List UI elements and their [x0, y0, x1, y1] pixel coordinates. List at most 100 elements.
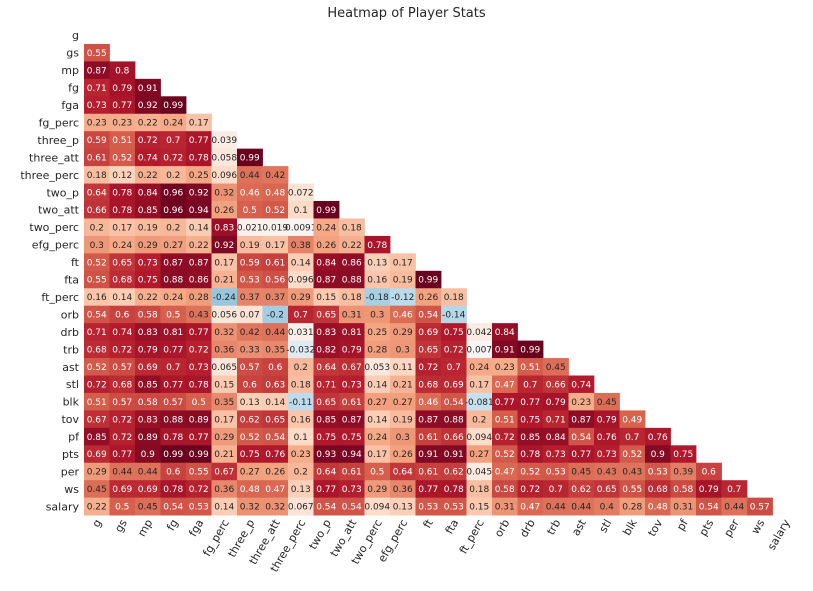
heatmap-cell-ft_perc-two_perc	[364, 288, 391, 307]
cell-value-per-g: 0.29	[87, 468, 107, 478]
heatmap-cell-pf-three_p	[237, 427, 263, 446]
cell-value-trb-ft_perc: 0.007	[466, 346, 492, 356]
heatmap-cell-per-fta	[441, 462, 467, 481]
cell-value-pf-drb: 0.85	[520, 433, 540, 443]
heatmap-cell-salary-orb	[492, 497, 518, 516]
x-tick-label-blk: blk	[620, 517, 640, 538]
heatmap-cell-ws-stl	[594, 480, 620, 499]
y-tick-label-per: per	[61, 465, 80, 478]
heatmap-cell-pts-g	[84, 445, 110, 464]
cell-value-orb-gs: 0.6	[115, 311, 130, 321]
heatmap-cell-salary-stl	[594, 497, 620, 516]
heatmap-cell-ast-fg	[160, 358, 187, 376]
heatmap-cell-salary-trb	[543, 497, 569, 516]
cell-value-ast-g: 0.52	[87, 363, 107, 373]
cell-value-two_att-gs: 0.78	[112, 206, 132, 216]
heatmap-cell-pf-two_p	[313, 427, 340, 446]
heatmap-cell-ws-blk	[619, 480, 646, 499]
heatmap-cell-trb-fg	[160, 340, 187, 359]
heatmap-cell-pf-gs	[109, 427, 136, 446]
cell-value-ft_perc-efg_perc: -0.12	[391, 293, 414, 303]
cell-value-ast-three_att: 0.6	[268, 363, 283, 373]
heatmap-cell-drb-efg_perc	[390, 323, 416, 341]
y-tick-label-pf: pf	[68, 431, 80, 444]
heatmap-cell-salary-blk	[619, 497, 646, 516]
heatmap-cell-pf-ft	[415, 427, 442, 446]
cell-value-pts-orb: 0.52	[495, 450, 515, 460]
cell-value-ft_perc-three_att: 0.37	[265, 293, 285, 303]
cell-value-pts-ft_perc: 0.27	[469, 450, 489, 460]
heatmap-cell-ast-drb	[517, 358, 544, 376]
heatmap-cell-ws-three_perc	[288, 480, 314, 499]
cell-value-three_perc-mp: 0.22	[138, 171, 158, 181]
cell-value-fg_perc-fga: 0.17	[189, 119, 209, 129]
cell-value-three_p-fga: 0.77	[189, 136, 209, 146]
heatmap-cell-two_perc-three_p	[237, 218, 263, 237]
heatmap-cell-fg-gs	[109, 78, 136, 97]
cell-value-per-efg_perc: 0.64	[393, 468, 413, 478]
cell-value-ws-pts: 0.79	[699, 485, 719, 495]
cell-value-salary-gs: 0.5	[115, 503, 129, 513]
heatmap-cell-two_att-two_p	[313, 201, 340, 219]
heatmap-cell-fta-three_perc	[288, 270, 314, 289]
cell-value-mp-g: 0.87	[87, 66, 107, 76]
cell-value-three_p-fg_perc: 0.039	[211, 136, 237, 146]
heatmap-cell-ws-fg_perc	[211, 480, 238, 499]
cell-value-blk-fga: 0.5	[192, 398, 206, 408]
cell-value-stl-g: 0.72	[87, 380, 107, 390]
heatmap-cell-per-trb	[543, 462, 569, 481]
x-tick-label-orb: orb	[492, 517, 512, 539]
heatmap-cell-per-drb	[517, 462, 544, 481]
cell-value-ws-three_att: 0.47	[265, 485, 285, 495]
cell-value-ast-fga: 0.73	[189, 363, 209, 373]
heatmap-cell-pts-gs	[109, 445, 136, 464]
heatmap-cell-blk-three_perc	[288, 392, 314, 411]
cell-value-blk-ast: 0.23	[571, 398, 591, 408]
heatmap-cell-efg_perc-three_att	[262, 235, 289, 254]
cell-value-ws-two_p: 0.77	[316, 485, 336, 495]
cell-value-drb-fga: 0.77	[189, 328, 209, 338]
cell-value-pts-fg: 0.99	[163, 450, 183, 460]
x-tick-label-salary: salary	[765, 517, 793, 553]
cell-value-pf-orb: 0.72	[495, 433, 515, 443]
cell-value-ws-trb: 0.7	[549, 485, 563, 495]
cell-value-per-blk: 0.43	[622, 468, 642, 478]
y-tick-label-gs: gs	[66, 47, 79, 60]
cell-value-ast-gs: 0.57	[112, 363, 132, 373]
heatmap-cell-per-pf	[670, 462, 697, 481]
heatmap-cell-stl-drb	[517, 375, 544, 394]
heatmap-cell-salary-pts	[696, 497, 722, 516]
heatmap-cell-two_perc-two_att	[339, 218, 365, 237]
heatmap-cell-ws-two_att	[339, 480, 365, 499]
heatmap-cell-blk-fga	[186, 392, 212, 411]
cell-value-orb-fg: 0.5	[166, 311, 180, 321]
cell-value-ws-stl: 0.65	[597, 485, 617, 495]
cell-value-per-tov: 0.53	[648, 468, 668, 478]
cell-value-ft-gs: 0.65	[112, 258, 132, 268]
cell-value-pf-three_p: 0.52	[240, 433, 260, 443]
cell-value-drb-efg_perc: 0.29	[393, 328, 413, 338]
heatmap-cell-pts-fga	[186, 445, 212, 464]
heatmap-cell-pf-blk	[619, 427, 646, 446]
cell-value-pts-fg_perc: 0.21	[214, 450, 234, 460]
heatmap-cell-blk-stl	[594, 392, 620, 411]
cell-value-trb-fg: 0.77	[163, 346, 183, 356]
heatmap-cell-ft_perc-three_perc	[288, 288, 314, 307]
heatmap-cell-stl-fga	[186, 375, 212, 394]
heatmap-cell-two_att-three_perc	[288, 201, 314, 219]
cell-value-per-three_att: 0.26	[265, 468, 285, 478]
cell-value-fta-fg_perc: 0.21	[214, 276, 234, 286]
heatmap-cell-ft_perc-g	[84, 288, 110, 307]
heatmap-cell-three_att-fga	[186, 148, 212, 167]
cell-value-per-fga: 0.55	[189, 468, 209, 478]
heatmap-cell-ws-pts	[696, 480, 722, 499]
heatmap-cell-ast-ft_perc	[466, 358, 493, 376]
heatmap-cell-ws-trb	[543, 480, 569, 499]
heatmap-cell-pts-drb	[517, 445, 544, 464]
cell-value-efg_perc-fg: 0.27	[163, 241, 183, 251]
heatmap-cell-ast-gs	[109, 358, 136, 376]
cell-value-blk-fg_perc: 0.35	[214, 398, 234, 408]
heatmap-cell-pts-stl	[594, 445, 620, 464]
cell-value-fg-gs: 0.79	[112, 84, 132, 94]
cell-value-pf-two_perc: 0.24	[367, 433, 387, 443]
